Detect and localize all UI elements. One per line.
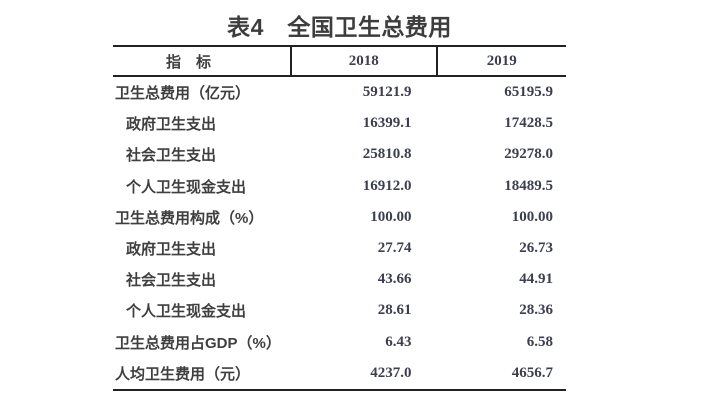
- value-2019: 6.58: [526, 333, 553, 350]
- value-2018: 43.66: [377, 271, 412, 288]
- value-2018: 27.74: [377, 240, 412, 257]
- value-2018: 25810.8: [362, 146, 412, 163]
- health-expenditure-table: 指 标 2018 2019 卫生总费用（亿元） 59121.9 65195.9 …: [113, 45, 566, 391]
- table-title: 表4 全国卫生总费用: [227, 14, 452, 40]
- value-2019: 44.91: [519, 271, 553, 288]
- value-2019: 100.00: [511, 208, 553, 225]
- table-row: 社会卫生支出 43.66 44.91: [113, 264, 566, 295]
- value-2019: 65195.9: [504, 84, 553, 101]
- value-2018: 4237.0: [370, 364, 412, 381]
- value-2019: 29278.0: [504, 146, 553, 163]
- row-label: 卫生总费用构成（%）: [115, 209, 264, 227]
- value-2019: 4656.7: [511, 364, 553, 381]
- value-2018: 6.43: [385, 333, 412, 350]
- row-label: 个人卫生现金支出: [126, 303, 247, 321]
- table-body: 卫生总费用（亿元） 59121.9 65195.9 政府卫生支出 16399.1…: [113, 77, 566, 389]
- value-2019: 17428.5: [504, 115, 553, 132]
- table-row: 政府卫生支出 16399.1 17428.5: [113, 108, 566, 139]
- row-label: 社会卫生支出: [126, 272, 217, 290]
- table-row: 社会卫生支出 25810.8 29278.0: [113, 139, 566, 170]
- table-row: 人均卫生费用（元） 4237.0 4656.7: [113, 358, 566, 389]
- row-label: 个人卫生现金支出: [126, 178, 247, 196]
- value-2019: 28.36: [519, 302, 553, 319]
- row-label: 社会卫生支出: [126, 147, 217, 165]
- value-2019: 18489.5: [504, 177, 553, 194]
- table-row: 卫生总费用构成（%） 100.00 100.00: [113, 202, 566, 233]
- value-2018: 28.61: [377, 302, 412, 319]
- row-label: 政府卫生支出: [126, 116, 217, 134]
- row-label: 卫生总费用占GDP（%）: [115, 334, 281, 352]
- column-header-indicator: 指 标: [166, 53, 212, 71]
- table-row: 个人卫生现金支出 28.61 28.36: [113, 295, 566, 326]
- table-row: 卫生总费用占GDP（%） 6.43 6.58: [113, 327, 566, 358]
- table-row: 政府卫生支出 27.74 26.73: [113, 233, 566, 264]
- column-header-2019: 2019: [435, 47, 567, 75]
- row-label: 政府卫生支出: [126, 241, 217, 259]
- row-label: 卫生总费用（亿元）: [115, 85, 251, 103]
- value-2018: 100.00: [370, 208, 412, 225]
- row-label: 人均卫生费用（元）: [115, 365, 251, 383]
- value-2019: 26.73: [519, 240, 553, 257]
- value-2018: 59121.9: [362, 84, 412, 101]
- table-header-row: 指 标 2018 2019: [113, 47, 566, 77]
- table-row: 个人卫生现金支出 16912.0 18489.5: [113, 171, 566, 202]
- value-2018: 16912.0: [362, 177, 412, 194]
- value-2018: 16399.1: [362, 115, 412, 132]
- table-row: 卫生总费用（亿元） 59121.9 65195.9: [113, 77, 566, 108]
- column-header-2018: 2018: [290, 47, 436, 75]
